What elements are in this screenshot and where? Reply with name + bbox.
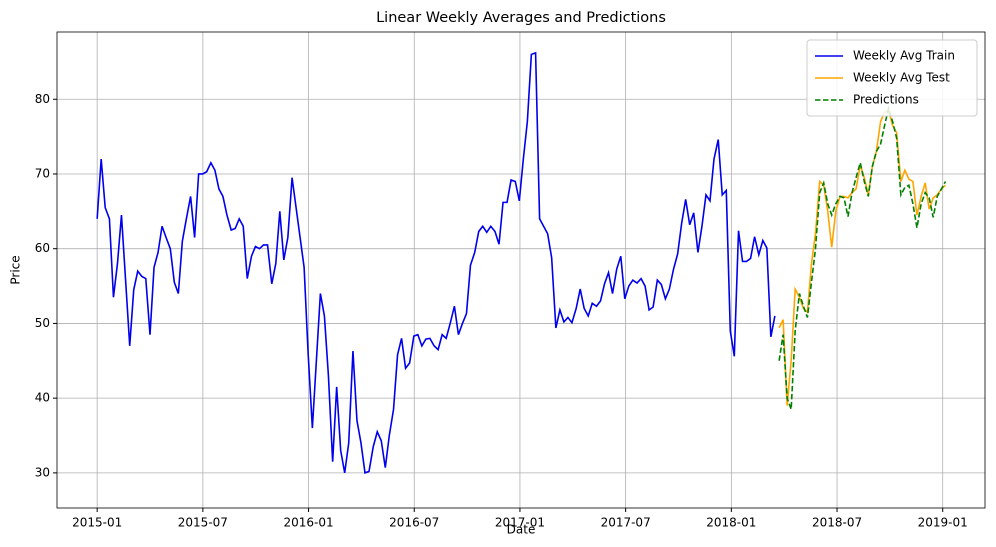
series-line — [96, 51, 776, 474]
x-tick-label: 2015-07 — [178, 516, 228, 530]
y-tick-label: 70 — [35, 166, 50, 180]
x-tick-label: 2018-01 — [706, 516, 756, 530]
x-axis-label: Date — [507, 523, 536, 537]
plot-frame — [56, 31, 986, 509]
x-tick-label: 2019-01 — [918, 516, 968, 530]
legend: Weekly Avg Train Weekly Avg Test Predictio… — [806, 39, 978, 117]
x-tick-label: 2016-07 — [389, 516, 439, 530]
x-tick-label: 2017-01 — [495, 516, 545, 530]
x-tick-label: 2016-01 — [283, 516, 333, 530]
y-tick-label: 80 — [35, 92, 50, 106]
legend-label: Weekly Avg Train — [853, 49, 955, 63]
x-tick-label: 2017-07 — [601, 516, 651, 530]
chart-title: Linear Weekly Averages and Predictions — [376, 10, 666, 26]
series-line — [778, 109, 947, 406]
y-axis-label: Price — [9, 255, 23, 284]
legend-box — [806, 39, 978, 117]
x-tick-label: 2018-07 — [812, 516, 862, 530]
y-tick-label: 50 — [35, 316, 50, 330]
series-line — [778, 105, 947, 410]
y-tick-label: 60 — [35, 241, 50, 255]
legend-label: Weekly Avg Test — [853, 71, 950, 85]
y-tick-label: 40 — [35, 391, 50, 405]
y-tick-label: 30 — [35, 465, 50, 479]
x-tick-label: 2015-01 — [72, 516, 122, 530]
legend-label: Predictions — [853, 93, 919, 107]
